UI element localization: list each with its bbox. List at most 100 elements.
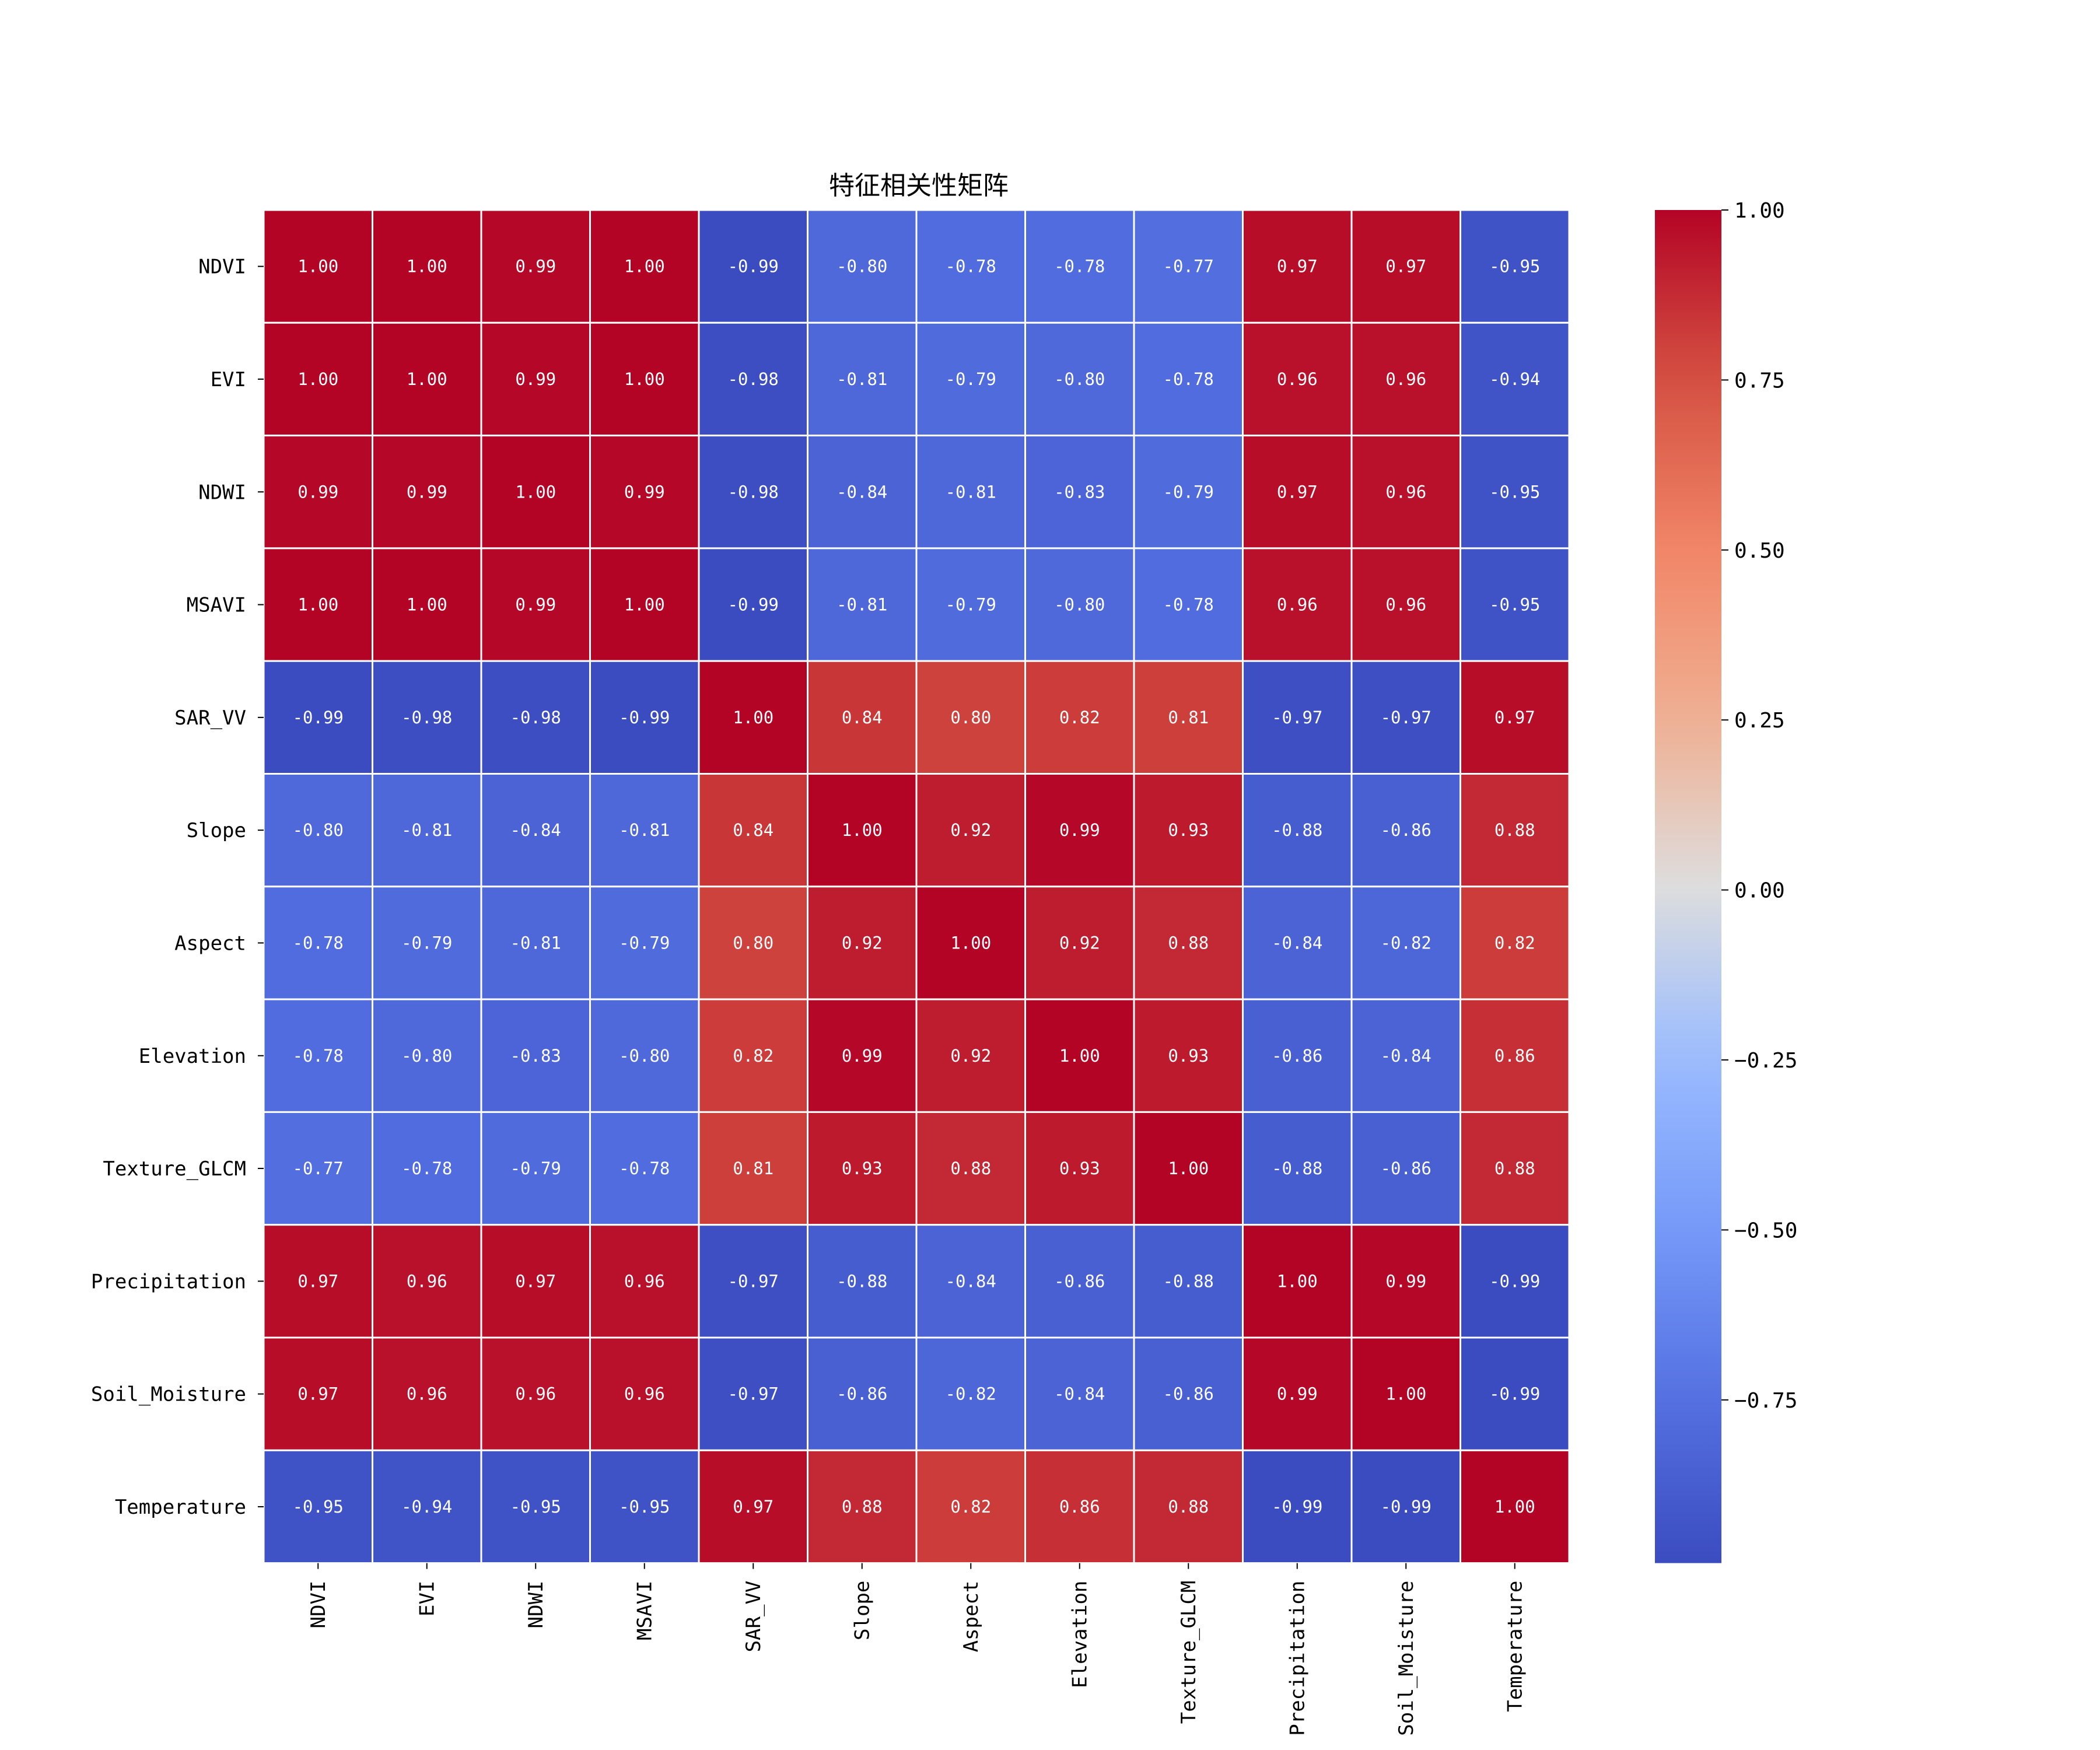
heatmap-cell: [262, 660, 373, 775]
heatmap-cell: [807, 773, 918, 888]
heatmap-cell: [1133, 321, 1244, 437]
cell-value-label: 0.99: [298, 482, 338, 502]
cell-value-label: 1.00: [733, 708, 774, 727]
cell-value-label: 0.97: [298, 1271, 338, 1291]
heatmap-cell: [262, 1336, 373, 1451]
heatmap-cell: [1460, 209, 1570, 324]
heatmap-cell: [372, 321, 482, 437]
y-tick-label: EVI: [211, 368, 246, 391]
heatmap-cell: [589, 321, 700, 437]
cell-value-label: 0.82: [1059, 708, 1100, 727]
heatmap-cell: [1133, 1111, 1244, 1226]
cell-value-label: 0.88: [1168, 933, 1209, 953]
cell-value-label: -0.78: [293, 933, 344, 953]
heatmap-cell: [1242, 1336, 1353, 1451]
cell-value-label: -0.82: [946, 1384, 996, 1404]
heatmap-cell: [1024, 1336, 1135, 1451]
cell-value-label: 0.99: [842, 1046, 883, 1066]
cell-value-label: 0.97: [1277, 482, 1318, 502]
colorbar-tick-label: −0.75: [1734, 1389, 1797, 1413]
heatmap-cell: [1242, 773, 1353, 888]
cell-value-label: 0.97: [733, 1497, 774, 1517]
heatmap-cell: [1133, 1336, 1244, 1451]
heatmap-cell: [480, 209, 591, 324]
y-tick-label: SAR_VV: [174, 706, 246, 730]
cell-value-label: 0.96: [1277, 595, 1318, 615]
cell-value-label: -0.99: [1489, 1271, 1540, 1291]
heatmap-cell: [262, 435, 373, 550]
cell-value-label: -0.95: [1489, 595, 1540, 615]
x-tick-label: Aspect: [960, 1581, 983, 1653]
cell-value-label: -0.88: [1272, 1158, 1322, 1178]
cell-value-label: -0.79: [1163, 482, 1214, 502]
heatmap-cell: [915, 547, 1026, 662]
heatmap-cell: [1350, 1111, 1461, 1226]
cell-value-label: -0.95: [510, 1497, 561, 1517]
cell-value-label: -0.97: [1381, 708, 1432, 727]
cell-value-label: 0.92: [950, 1046, 991, 1066]
cell-value-label: -0.94: [401, 1497, 452, 1517]
y-tick-label: Temperature: [115, 1496, 246, 1519]
cell-value-label: -0.78: [946, 257, 996, 276]
cell-value-label: -0.98: [728, 482, 779, 502]
cell-value-label: -0.81: [836, 369, 887, 389]
cell-value-label: 1.00: [1277, 1271, 1318, 1291]
x-tick-label: Temperature: [1504, 1581, 1527, 1712]
cell-value-label: 1.00: [407, 595, 447, 615]
heatmap-cell: [915, 1224, 1026, 1339]
heatmap-cell: [915, 321, 1026, 437]
heatmap-cell: [589, 773, 700, 888]
cell-value-label: 0.88: [1494, 820, 1535, 840]
heatmap-cell: [262, 998, 373, 1113]
heatmap-cell: [698, 321, 808, 437]
y-tick-label: Slope: [187, 819, 246, 842]
cell-value-label: 0.97: [515, 1271, 556, 1291]
heatmap-cell: [1024, 1111, 1135, 1226]
cell-value-label: 1.00: [298, 257, 338, 276]
cell-value-label: 0.96: [515, 1384, 556, 1404]
cell-value-label: -0.80: [619, 1046, 670, 1066]
cell-value-label: -0.80: [293, 820, 344, 840]
cell-value-label: -0.88: [836, 1271, 887, 1291]
heatmap-cell: [480, 435, 591, 550]
heatmap-cell: [1460, 435, 1570, 550]
cell-value-label: 1.00: [1494, 1497, 1535, 1517]
cell-value-label: 0.99: [515, 257, 556, 276]
cell-value-label: 1.00: [515, 482, 556, 502]
heatmap-cell: [1350, 660, 1461, 775]
cell-value-label: -0.99: [1489, 1384, 1540, 1404]
cell-value-label: -0.82: [1381, 933, 1432, 953]
cell-value-label: 1.00: [1168, 1158, 1209, 1178]
cell-value-label: 0.96: [1385, 595, 1426, 615]
cell-value-label: -0.84: [1054, 1384, 1105, 1404]
cell-value-label: 0.99: [407, 482, 447, 502]
cell-value-label: 0.99: [1277, 1384, 1318, 1404]
heatmap-cell: [589, 886, 700, 1000]
heatmap-cell: [1242, 209, 1353, 324]
cell-value-label: -0.94: [1489, 369, 1540, 389]
cell-value-label: -0.99: [728, 595, 779, 615]
heatmap-cell: [372, 209, 482, 324]
cell-value-label: 1.00: [298, 595, 338, 615]
cell-value-label: -0.97: [1272, 708, 1322, 727]
colorbar-ticks: 1.00 0.75 0.50 0.25 0.00 −0.25 −0.50 −0.75: [1721, 199, 1797, 1413]
cell-value-label: 0.99: [1385, 1271, 1426, 1291]
cell-value-label: 0.84: [733, 820, 774, 840]
heatmap-cell: [480, 1111, 591, 1226]
cell-value-label: 1.00: [407, 257, 447, 276]
cell-value-label: 0.96: [1277, 369, 1318, 389]
cell-value-label: -0.99: [293, 708, 344, 727]
x-tick-label: SAR_VV: [742, 1581, 765, 1653]
cell-value-label: -0.81: [946, 482, 996, 502]
heatmap-cell: [1460, 1336, 1570, 1451]
cell-value-label: 0.99: [624, 482, 665, 502]
cell-value-label: 0.96: [407, 1384, 447, 1404]
cell-value-label: 0.96: [624, 1271, 665, 1291]
cell-value-label: -0.81: [401, 820, 452, 840]
cell-value-label: -0.95: [619, 1497, 670, 1517]
heatmap-cell: [1133, 773, 1244, 888]
x-tick-label: EVI: [416, 1581, 439, 1616]
cell-value-label: 0.97: [1385, 257, 1426, 276]
cell-value-label: 0.82: [1494, 933, 1535, 953]
heatmap-cell: [1350, 321, 1461, 437]
